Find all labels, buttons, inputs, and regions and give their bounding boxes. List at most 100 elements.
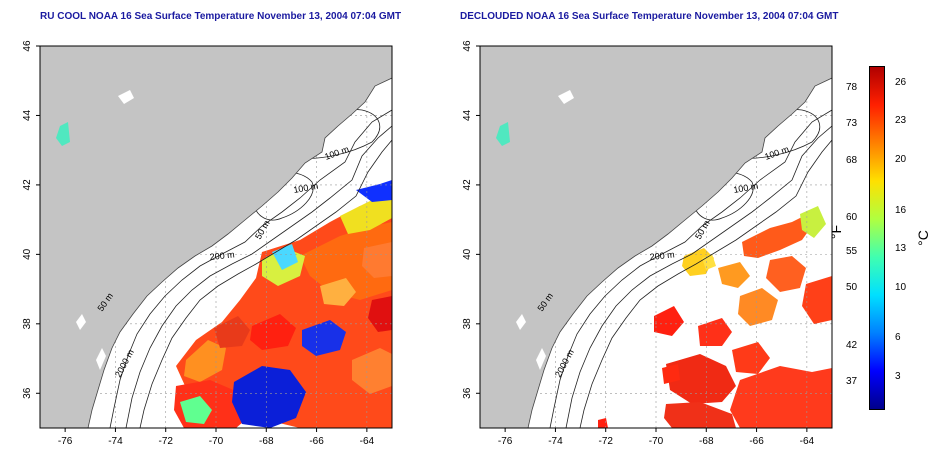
sst-patch bbox=[302, 320, 346, 356]
lon-tick-label: -68 bbox=[699, 436, 714, 447]
lat-tick-label: 42 bbox=[22, 179, 33, 191]
sst-patch bbox=[232, 366, 306, 428]
celsius-unit: °C bbox=[914, 230, 931, 246]
contour-label: 100 m bbox=[733, 181, 759, 195]
isobath-line bbox=[565, 125, 832, 428]
isobath-line bbox=[549, 109, 832, 428]
sst-patch bbox=[184, 340, 226, 382]
celsius-tick-label: 20 bbox=[895, 154, 907, 165]
sst-patch bbox=[742, 214, 812, 258]
lon-tick-label: -74 bbox=[548, 436, 563, 447]
fahrenheit-unit: °F bbox=[828, 224, 845, 240]
celsius-tick-label: 6 bbox=[895, 332, 901, 343]
sst-patch bbox=[718, 262, 750, 288]
celsius-tick-label: 13 bbox=[895, 243, 907, 254]
sst-patch bbox=[800, 206, 826, 238]
sst-patch bbox=[598, 418, 608, 428]
sst-patch bbox=[802, 276, 832, 324]
fahrenheit-tick-label: 55 bbox=[846, 246, 858, 257]
lon-tick-label: -66 bbox=[749, 436, 764, 447]
isobath-line bbox=[579, 139, 832, 428]
lat-tick-label: 42 bbox=[462, 179, 473, 191]
celsius-tick-label: 16 bbox=[895, 205, 907, 216]
lat-tick-label: 40 bbox=[462, 248, 473, 260]
lake bbox=[118, 90, 134, 104]
lat-tick-label: 36 bbox=[22, 387, 33, 399]
bay bbox=[536, 348, 546, 370]
fahrenheit-tick-label: 73 bbox=[846, 118, 858, 129]
sst-patch bbox=[730, 366, 832, 428]
sst-patch bbox=[356, 180, 392, 202]
lon-tick-label: -76 bbox=[498, 436, 513, 447]
lake bbox=[558, 90, 574, 104]
lon-tick-label: -72 bbox=[158, 436, 173, 447]
coastal-sst-patch bbox=[496, 122, 510, 146]
lat-tick-label: 44 bbox=[462, 109, 473, 121]
contour-label: 100 m bbox=[293, 181, 319, 195]
fahrenheit-tick-label: 68 bbox=[846, 155, 858, 166]
isobath-line bbox=[125, 125, 392, 428]
celsius-tick-label: 23 bbox=[895, 115, 907, 126]
sst-patch bbox=[698, 318, 732, 346]
lat-tick-label: 46 bbox=[22, 40, 33, 52]
sst-patch bbox=[666, 354, 736, 404]
land-mass bbox=[40, 46, 392, 428]
fahrenheit-tick-label: 60 bbox=[846, 212, 858, 223]
lat-tick-label: 36 bbox=[462, 387, 473, 399]
lat-tick-label: 38 bbox=[462, 318, 473, 330]
fahrenheit-tick-label: 37 bbox=[846, 376, 858, 387]
bay bbox=[76, 314, 86, 330]
sst-patch bbox=[662, 364, 680, 384]
lon-tick-label: -66 bbox=[309, 436, 324, 447]
celsius-tick-label: 26 bbox=[895, 77, 907, 88]
land-mass bbox=[480, 46, 832, 428]
sst-patch bbox=[352, 348, 392, 394]
celsius-tick-label: 3 bbox=[895, 371, 901, 382]
left-map-title: RU COOL NOAA 16 Sea Surface Temperature … bbox=[40, 11, 402, 22]
lon-tick-label: -74 bbox=[108, 436, 123, 447]
lon-tick-label: -64 bbox=[360, 436, 375, 447]
sst-patch bbox=[340, 192, 392, 234]
bay bbox=[96, 348, 106, 370]
lat-tick-label: 44 bbox=[22, 109, 33, 121]
lat-tick-label: 40 bbox=[22, 248, 33, 260]
lon-tick-label: -76 bbox=[58, 436, 73, 447]
sst-patch bbox=[320, 278, 356, 306]
lat-tick-label: 46 bbox=[462, 40, 473, 52]
sst-patch bbox=[250, 314, 296, 350]
contour-label: 200 m bbox=[649, 249, 675, 262]
right-map-title: DECLOUDED NOAA 16 Sea Surface Temperatur… bbox=[460, 11, 839, 22]
colorbar-gradient bbox=[869, 66, 885, 410]
sst-patch bbox=[362, 242, 392, 278]
coastline bbox=[527, 77, 832, 428]
lon-tick-label: -70 bbox=[649, 436, 664, 447]
celsius-tick-label: 10 bbox=[895, 282, 907, 293]
coastal-sst-patch bbox=[56, 122, 70, 146]
sst-patch bbox=[180, 396, 212, 424]
lon-tick-label: -72 bbox=[598, 436, 613, 447]
sst-patch bbox=[766, 256, 806, 292]
isobath-line bbox=[139, 139, 392, 428]
colorbar: 78 73 68 60 55 50 42 37 26 23 20 16 13 10 6 3 °F °C bbox=[815, 60, 950, 420]
coastline bbox=[87, 77, 392, 428]
lon-tick-label: -68 bbox=[259, 436, 274, 447]
bay bbox=[516, 314, 526, 330]
sst-patch bbox=[664, 402, 736, 428]
lon-tick-label: -70 bbox=[209, 436, 224, 447]
isobath-line bbox=[109, 109, 392, 428]
sst-patch bbox=[654, 306, 684, 336]
lon-tick-label: -64 bbox=[800, 436, 815, 447]
lat-tick-label: 38 bbox=[22, 318, 33, 330]
sst-patch bbox=[738, 288, 778, 326]
sst-patch bbox=[368, 296, 392, 332]
contour-label: 200 m bbox=[209, 249, 235, 262]
sst-patch bbox=[732, 342, 770, 374]
fahrenheit-tick-label: 50 bbox=[846, 282, 858, 293]
sst-patch bbox=[300, 222, 392, 300]
fahrenheit-tick-label: 78 bbox=[846, 82, 858, 93]
fahrenheit-tick-label: 42 bbox=[846, 340, 858, 351]
